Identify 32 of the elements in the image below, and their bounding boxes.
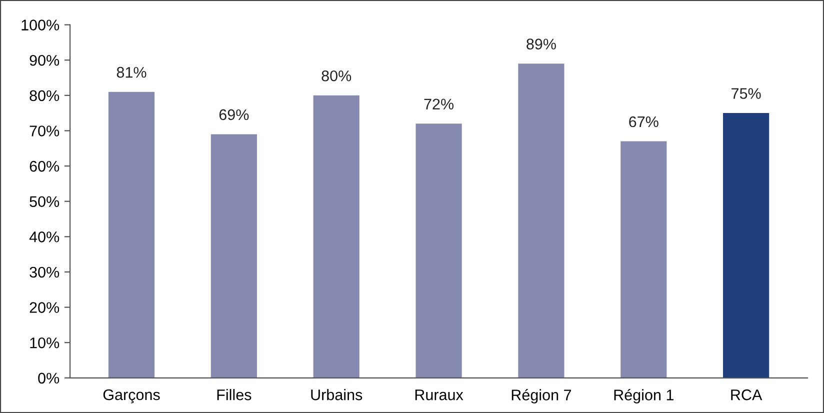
y-tick-label: 80% <box>30 90 60 102</box>
y-tick-label: 50% <box>30 196 60 208</box>
data-label: 81% <box>116 66 146 78</box>
bar <box>518 64 564 378</box>
y-tick-label: 0% <box>38 372 60 384</box>
data-label: 80% <box>322 70 352 82</box>
bar <box>416 124 462 378</box>
bar <box>723 113 770 378</box>
x-tick-label: RCA <box>731 389 762 400</box>
x-tick-label: Région 1 <box>614 389 674 404</box>
data-label: 69% <box>219 109 249 120</box>
bar <box>108 92 155 378</box>
y-tick-label: 90% <box>30 54 60 66</box>
y-tick-label: 70% <box>30 126 60 136</box>
y-tick-label: 10% <box>30 337 60 348</box>
y-tick-label: 60% <box>30 160 60 172</box>
data-label: 67% <box>629 116 658 128</box>
data-label: 89% <box>526 38 556 50</box>
y-tick-label: 100% <box>22 20 60 30</box>
y-tick-label: 20% <box>30 302 60 313</box>
x-tick-label: Filles <box>217 389 252 400</box>
x-tick-label: Région 7 <box>512 389 572 404</box>
x-tick-label: Urbains <box>311 389 362 400</box>
bar <box>313 95 360 378</box>
y-tick-label: 30% <box>30 266 60 278</box>
x-tick-label: Ruraux <box>415 390 464 400</box>
x-tick-label: Garçons <box>103 389 160 404</box>
data-label: 75% <box>732 88 761 99</box>
data-label: 72% <box>424 98 454 110</box>
y-tick-label: 40% <box>29 232 60 242</box>
bar <box>620 141 667 378</box>
bar <box>210 134 257 378</box>
